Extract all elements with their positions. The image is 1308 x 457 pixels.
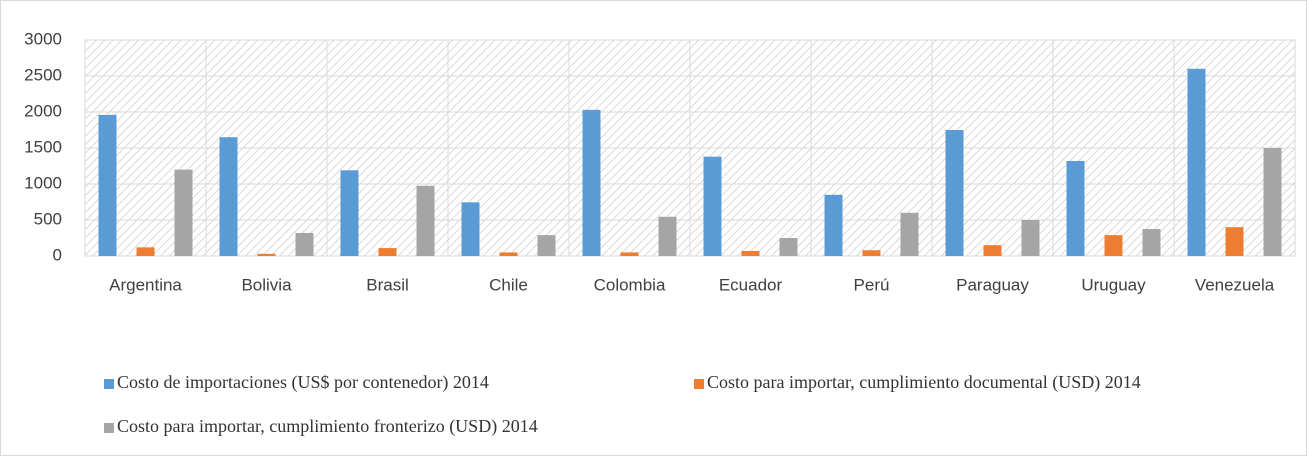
y-tick-label: 1500	[24, 137, 62, 156]
bar	[537, 235, 556, 256]
y-tick-label: 1000	[24, 173, 62, 192]
bar	[499, 252, 518, 256]
bar	[582, 109, 601, 256]
bar	[741, 250, 760, 256]
legend-swatch	[104, 423, 114, 433]
x-tick-label: Bolivia	[241, 275, 292, 294]
legend-swatch	[104, 379, 114, 389]
bar	[983, 245, 1002, 256]
bar	[98, 114, 117, 256]
bar	[219, 137, 238, 256]
bar	[1066, 160, 1085, 256]
bar	[1263, 148, 1282, 256]
bar	[461, 202, 480, 256]
x-tick-label: Uruguay	[1081, 275, 1146, 294]
bar	[340, 170, 359, 256]
x-tick-label: Ecuador	[719, 275, 783, 294]
bar	[1104, 235, 1123, 256]
bar	[295, 232, 314, 256]
y-tick-label: 2500	[24, 65, 62, 84]
bar	[257, 253, 276, 256]
x-tick-label: Chile	[489, 275, 528, 294]
bar	[1142, 229, 1161, 256]
x-tick-label: Argentina	[109, 275, 182, 294]
bar	[862, 250, 881, 256]
bar	[703, 156, 722, 256]
bar	[900, 212, 919, 256]
bar	[1225, 227, 1244, 256]
bar	[1021, 220, 1040, 256]
bar	[416, 185, 435, 256]
y-tick-label: 500	[34, 209, 62, 228]
legend-label: Costo para importar, cumplimiento docume…	[707, 372, 1141, 393]
bar	[136, 247, 155, 256]
legend-swatch	[694, 379, 704, 389]
x-tick-label: Colombia	[594, 275, 666, 294]
bar	[620, 252, 639, 256]
bar	[658, 216, 677, 256]
y-tick-label: 2000	[24, 101, 62, 120]
y-tick-label: 3000	[24, 29, 62, 48]
x-tick-label: Venezuela	[1195, 275, 1275, 294]
legend-label: Costo de importaciones (US$ por contened…	[117, 372, 489, 393]
x-tick-label: Paraguay	[956, 275, 1029, 294]
bar	[824, 194, 843, 256]
legend-label: Costo para importar, cumplimiento fronte…	[117, 416, 538, 437]
x-tick-label: Perú	[854, 275, 890, 294]
bar	[378, 248, 397, 256]
x-tick-label: Brasil	[366, 275, 409, 294]
bar	[779, 238, 798, 256]
bar	[945, 130, 964, 256]
bar	[174, 169, 193, 256]
bar	[1187, 68, 1206, 256]
y-tick-label: 0	[53, 245, 62, 264]
